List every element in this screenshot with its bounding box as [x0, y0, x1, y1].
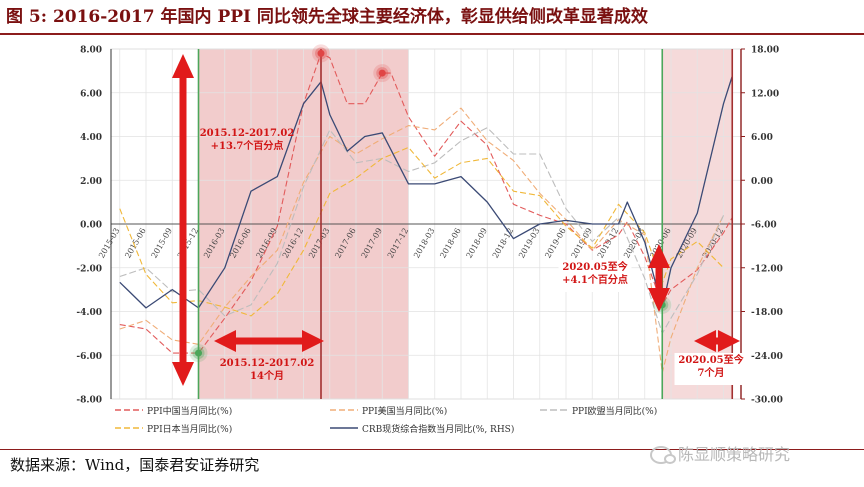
- legend-label-4: CRB现货综合指数当月同比(%, RHS): [362, 423, 514, 435]
- right-tick-label: -30.00: [751, 396, 783, 406]
- big-vertical-arrow-head-down: [172, 362, 194, 386]
- recent_rise_box-bg: [558, 260, 632, 292]
- duration-arrow-left-shaft: [234, 337, 304, 345]
- left-tick-label: -6.00: [76, 352, 102, 362]
- big-vertical-arrow-shaft: [179, 76, 187, 364]
- legend-label-2: PPI欧盟当月同比(%): [572, 405, 657, 417]
- duration-arrow-right-head-left: [694, 330, 716, 352]
- recent_duration_box-line-0: 2020.05至今: [678, 353, 744, 366]
- left-tick-label: 0.00: [80, 221, 102, 231]
- x-tick-label: 2018-06: [438, 227, 462, 260]
- legend: PPI中国当月同比(%) PPI美国当月同比(%) PPI欧盟当月同比(%) PPI日…: [115, 405, 657, 435]
- ppi-comparison-chart: 8.00 6.00 4.00 2.00 0.00 -2.00 -4.00 -6.00 -8.00…: [76, 44, 783, 435]
- x-tick-label: 2018-09: [465, 227, 489, 260]
- series-lines: [119, 52, 733, 374]
- marker-dot-1: [317, 49, 325, 57]
- left-tick-label: 8.00: [80, 46, 102, 56]
- duration-arrow-left: [214, 330, 324, 352]
- china_duration_box-line-1: 14个月: [250, 369, 284, 382]
- recent_duration_box-line-1: 7个月: [698, 366, 725, 379]
- x-tick-label: 2018-03: [412, 227, 436, 260]
- china_peak_box-line-0: 2015.12-2017.02: [200, 128, 295, 139]
- marker-dot-0: [195, 349, 202, 357]
- small-vertical-arrow-shaft: [655, 266, 663, 290]
- series-line-1: [119, 107, 724, 374]
- series-line-3: [119, 146, 724, 317]
- right-tick-label: -12.00: [751, 264, 783, 274]
- right-tick-label: 6.00: [751, 133, 773, 143]
- right-tick-label: -18.00: [751, 308, 783, 318]
- right-tick-label: 0.00: [751, 177, 773, 187]
- x-tick-label: 2019-06: [543, 227, 567, 260]
- x-tick-label: 2015-06: [123, 227, 147, 260]
- right-tick-label: -24.00: [751, 352, 783, 362]
- left-tick-label: -4.00: [76, 308, 102, 318]
- x-tick-label: 2019-03: [517, 227, 541, 260]
- series-line-0: [119, 52, 733, 354]
- title-divider: [0, 33, 864, 35]
- right-tick-label: 12.00: [751, 89, 779, 99]
- left-tick-label: 2.00: [80, 177, 102, 187]
- watermark: 陈显顺策略研究: [650, 442, 790, 468]
- page-title: 图 5: 2016-2017 年国内 PPI 同比领先全球主要经济体，彰显供给侧…: [6, 7, 648, 27]
- left-tick-label: -8.00: [76, 396, 102, 406]
- x-tick-label: 2018-12: [491, 227, 515, 260]
- x-tick-label: 2015-09: [150, 227, 174, 260]
- small-vertical-arrow: [648, 244, 670, 312]
- small-vertical-arrow-head-up: [648, 244, 670, 268]
- legend-label-3: PPI日本当月同比(%): [147, 423, 232, 435]
- watermark-text: 陈显顺策略研究: [678, 445, 791, 464]
- duration-arrow-right-head-right: [718, 330, 740, 352]
- china_peak_box-line-1: +13.7个百分点: [211, 139, 284, 152]
- legend-label-0: PPI中国当月同比(%): [147, 405, 232, 417]
- wechat-icon: [650, 446, 676, 464]
- recent_duration_box-bg: [674, 353, 748, 385]
- china_duration_box-line-0: 2015.12-2017.02: [220, 358, 315, 369]
- recent_rise_box-line-1: +4.1个百分点: [562, 273, 628, 286]
- left-tick-label: -2.00: [76, 264, 102, 274]
- marker-dot-2: [378, 69, 386, 77]
- left-tick-label: 6.00: [80, 89, 102, 99]
- duration-arrow-left-head-right: [302, 330, 324, 352]
- duration-arrow-right: [694, 330, 740, 352]
- data-source: 数据来源：Wind，国泰君安证券研究: [10, 456, 260, 474]
- x-tick-label: 2020-03: [622, 227, 646, 260]
- right-tick-label: -6.00: [751, 221, 777, 231]
- left-tick-label: 4.00: [80, 133, 102, 143]
- duration-arrow-right-shaft: [714, 337, 720, 345]
- source-divider: [0, 449, 864, 450]
- big-vertical-arrow: [172, 54, 194, 386]
- series-line-2: [119, 127, 725, 334]
- small-vertical-arrow-head-down: [648, 288, 670, 312]
- legend-label-1: PPI美国当月同比(%): [362, 405, 447, 417]
- duration-arrow-left-head-left: [214, 330, 236, 352]
- recent_rise_box-line-0: 2020.05至今: [562, 260, 628, 273]
- x-tick-label: 2015-12: [176, 227, 200, 260]
- annotations: 2015.12-2017.02+13.7个百分点2015.12-2017.021…: [172, 54, 748, 386]
- right-tick-label: 18.00: [751, 46, 779, 56]
- x-tick-label: 2015-03: [97, 227, 121, 260]
- big-vertical-arrow-head-up: [172, 54, 194, 78]
